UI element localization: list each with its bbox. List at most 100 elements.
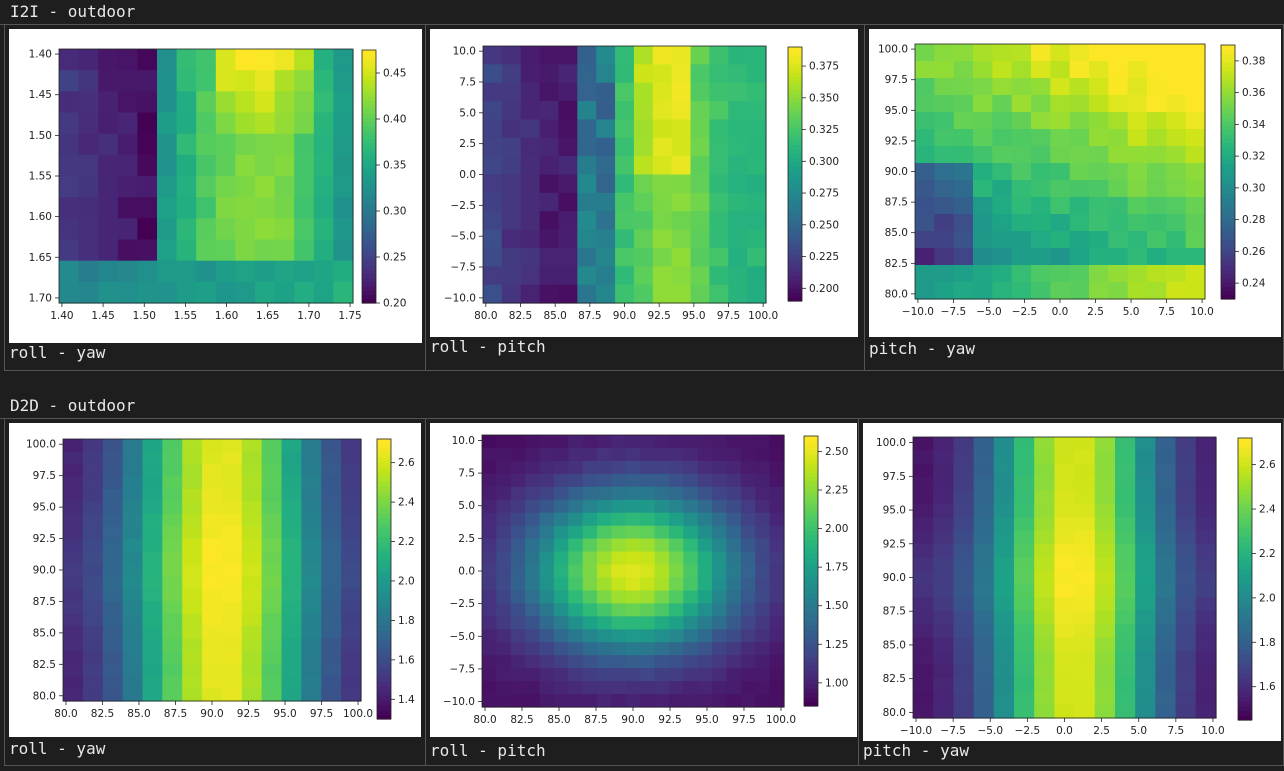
heatmap-cell [539, 435, 555, 449]
heatmap-cell [1185, 44, 1206, 62]
colorbar-segment [804, 688, 818, 694]
heatmap-cell [1127, 129, 1148, 147]
heatmap-cell [1135, 450, 1156, 465]
heatmap-cell [313, 239, 334, 262]
colorbar-segment [1238, 536, 1252, 542]
heatmap-cell [640, 538, 656, 553]
heatmap-cell [652, 101, 673, 121]
heatmap-cell [1054, 450, 1076, 465]
heatmap-cell [652, 119, 673, 139]
colorbar-tick-label: 1.6 [398, 654, 415, 666]
heatmap-cell [1014, 637, 1035, 652]
heatmap-cell [274, 91, 295, 114]
colorbar-segment [377, 593, 391, 599]
colorbar-segment [1221, 197, 1235, 203]
heatmap-cell [934, 78, 955, 96]
heatmap-cell [63, 451, 84, 465]
heatmap-cell [1175, 437, 1197, 451]
heatmap-cell [915, 163, 935, 181]
heatmap-cell [496, 668, 512, 682]
heatmap-cell [313, 218, 334, 241]
heatmap-cell [539, 655, 555, 669]
heatmap-cell [582, 473, 598, 488]
heatmap-cell [1074, 704, 1096, 719]
heatmap-cell [162, 638, 183, 652]
heatmap-cell [520, 284, 541, 304]
colorbar-segment [1221, 108, 1235, 114]
heatmap-cell [611, 681, 627, 695]
heatmap-cell [755, 603, 771, 617]
heatmap-cell [690, 156, 710, 176]
colorbar-tick-label: 1.6 [1259, 681, 1276, 693]
heatmap-cell [934, 265, 955, 283]
heatmap-cell [582, 435, 598, 449]
heatmap-cell [953, 597, 975, 612]
heatmap-cell [668, 525, 684, 540]
heatmap-cell [98, 176, 119, 198]
heatmap-cell [196, 112, 217, 135]
heatmap-cell [321, 526, 342, 540]
heatmap-cell [1166, 248, 1187, 266]
x-tick-label: 100.0 [343, 708, 373, 720]
colorbar-segment [788, 254, 802, 260]
colorbar-segment [1238, 640, 1252, 646]
heatmap-cell [671, 46, 692, 65]
y-tick-label: −10.0 [444, 292, 476, 304]
x-tick-label: −10.0 [900, 725, 932, 737]
heatmap-cell [596, 119, 616, 139]
heatmap-chart: 1.40 1.45 1.50 1.55 1.60 1.65 1.70 1.751.401.45… [29, 49, 407, 322]
heatmap-cell [1155, 597, 1177, 612]
colorbar-segment [1238, 442, 1252, 448]
heatmap-cell [755, 564, 771, 579]
heatmap-cell [582, 655, 598, 669]
heatmap-cell [1074, 624, 1096, 639]
heatmap-cell [274, 112, 295, 135]
heatmap-cell [122, 676, 144, 690]
heatmap-cell [933, 624, 954, 639]
heatmap-cell [235, 112, 256, 135]
heatmap-cell [640, 629, 656, 643]
heatmap-cell [501, 82, 522, 102]
heatmap-cell [294, 218, 315, 241]
heatmap-cell [501, 137, 522, 157]
heatmap-cell [1094, 610, 1116, 625]
heatmap-cell [482, 435, 497, 449]
heatmap-cell [993, 610, 1015, 625]
heatmap-cell [755, 694, 771, 708]
heatmap-cell [1115, 490, 1136, 505]
heatmap-cell [221, 676, 243, 690]
heatmap-cell [973, 651, 995, 666]
heatmap-cell [697, 577, 713, 592]
heatmap-cell [1166, 282, 1187, 300]
heatmap-cell [82, 676, 104, 690]
y-tick-label: 80.0 [883, 707, 906, 719]
heatmap-cell [202, 638, 223, 652]
heatmap-cell [740, 590, 756, 604]
y-tick-label: 1.55 [29, 171, 52, 183]
heatmap-cell [255, 281, 276, 304]
heatmap-cell [122, 526, 144, 540]
heatmap-cell [176, 154, 197, 177]
heatmap-cell [496, 512, 512, 527]
heatmap-cell [496, 564, 512, 579]
heatmap-cell [525, 512, 541, 527]
heatmap-cell [82, 576, 104, 590]
heatmap-cell [496, 473, 512, 488]
colorbar-segment [788, 161, 802, 167]
heatmap-cell [221, 601, 243, 615]
heatmap-cell [102, 476, 124, 490]
heatmap-cell [539, 229, 560, 249]
heatmap-cell [483, 247, 503, 267]
heatmap-cell [769, 629, 785, 643]
heatmap-cell [162, 439, 183, 453]
heatmap-cell [769, 616, 785, 630]
y-tick-label: 95.0 [883, 505, 906, 517]
colorbar-segment [788, 258, 802, 264]
heatmap-cell [726, 681, 742, 695]
heatmap-cell [496, 577, 512, 592]
heatmap-cell [525, 564, 541, 579]
x-tick-label: 1.60 [215, 310, 238, 322]
heatmap-cell [668, 616, 684, 630]
heatmap-cell [142, 626, 163, 640]
y-tick-label: 100.0 [876, 437, 906, 449]
